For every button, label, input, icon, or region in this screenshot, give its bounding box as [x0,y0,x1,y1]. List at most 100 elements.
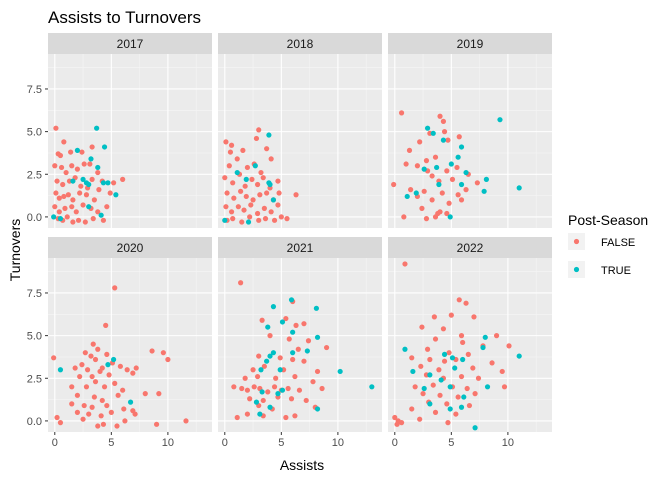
point-true [516,185,522,191]
point-false [86,411,92,417]
point-true [304,348,310,354]
facet-strip-label: 2022 [457,241,484,255]
point-false [417,416,423,422]
point-false [70,219,76,225]
point-true [447,384,453,390]
point-false [89,176,95,182]
point-false [64,214,70,220]
point-true [413,190,419,196]
point-false [82,350,88,356]
point-false [427,356,433,363]
point-true [267,404,273,410]
point-false [418,363,424,369]
point-false [111,180,117,186]
point-false [97,368,103,375]
point-true [463,169,469,176]
point-false [276,190,282,196]
facet-strip-label: 2019 [457,37,484,51]
point-false [91,394,97,400]
legend: Post-Season FALSE TRUE [568,212,648,278]
chart-title: Assists to Turnovers [48,8,201,27]
point-true [458,404,465,410]
point-false [107,190,113,196]
point-true [111,356,117,363]
point-false [254,373,261,380]
point-false [256,127,262,133]
point-false [87,161,93,167]
point-false [465,351,471,357]
point-true [277,367,283,373]
point-false [419,324,425,330]
point-false [53,125,59,131]
facet-panels: 2017 0.0 2.5 5.0 7.5 2018 2019 2020 0.0 2.5 5.0 7.5… [27,33,552,449]
x-tick-label: 10 [332,437,344,449]
point-false [57,152,64,159]
point-true [461,394,467,400]
point-false [52,204,58,210]
point-false [261,205,267,211]
point-false [153,421,160,427]
point-false [268,156,274,162]
y-tick-label: 2.5 [27,373,42,385]
point-false [437,392,443,398]
point-false [99,397,105,404]
point-false [69,401,75,407]
point-false [91,197,97,203]
point-true [95,164,101,171]
point-true [266,132,272,138]
point-true [267,181,273,188]
point-false [271,217,278,223]
point-false [446,200,452,206]
point-false [455,394,461,400]
point-false [444,401,450,407]
point-false [95,423,101,429]
point-false [464,385,470,392]
point-false [83,384,90,390]
point-false [231,195,237,201]
point-false [122,418,128,424]
y-tick-label: 2.5 [27,169,42,181]
point-true [314,334,321,340]
point-true [243,176,249,182]
point-true [434,164,440,171]
point-false [489,360,495,366]
facet-panel-2018: 2018 [218,33,382,228]
point-false [283,414,289,421]
point-false [58,164,65,171]
x-axis-title: Assists [280,457,324,473]
point-false [475,375,482,381]
facet-panel-2020: 2020 0.0 2.5 5.0 7.5 0 5 10 [27,237,212,449]
point-true [369,384,375,390]
point-false [421,188,427,194]
point-false [264,146,270,152]
point-false [244,411,251,417]
y-tick-label: 7.5 [27,84,42,96]
facet-strip-label: 2020 [117,241,144,255]
point-false [474,180,480,186]
point-true [427,372,433,378]
point-false [244,387,251,393]
point-false [253,135,260,142]
point-true [481,188,487,194]
point-true [113,192,119,198]
point-false [114,423,120,429]
point-false [230,216,236,222]
point-false [470,365,476,371]
point-false [247,396,253,402]
point-true [74,147,81,153]
point-false [78,183,84,189]
point-false [57,420,64,426]
point-true [127,399,134,405]
point-false [79,149,85,155]
point-false [238,188,244,194]
y-tick-label: 0.0 [27,212,42,224]
point-false [81,161,87,167]
point-false [227,149,234,155]
point-false [72,365,78,371]
point-false [142,391,148,397]
point-false [310,379,316,385]
point-false [458,333,465,339]
point-false [403,161,409,167]
point-false [120,176,126,182]
point-false [444,168,450,174]
